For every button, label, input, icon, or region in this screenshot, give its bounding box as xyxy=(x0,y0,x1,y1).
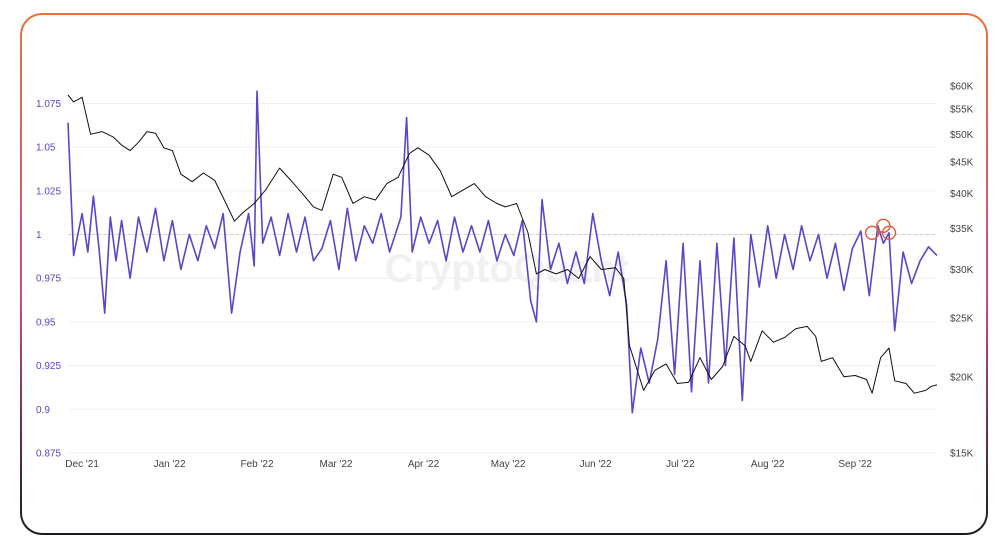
right-axis-tick: $40K xyxy=(950,189,974,200)
x-axis-tick: Jun '22 xyxy=(580,459,612,470)
chart-card xyxy=(20,13,988,535)
x-axis-tick: Sep '22 xyxy=(838,459,872,470)
right-axis-tick: $25K xyxy=(950,313,974,324)
left-axis-tick: 1.025 xyxy=(36,186,61,197)
right-axis-tick: $60K xyxy=(950,82,974,93)
x-axis-tick: May '22 xyxy=(491,459,526,470)
right-axis-tick: $15K xyxy=(950,449,974,460)
right-axis-tick: $35K xyxy=(950,224,974,235)
right-axis-tick: $20K xyxy=(950,372,974,383)
watermark: CryptoQuant xyxy=(385,247,629,291)
right-axis-tick: $45K xyxy=(950,158,974,169)
left-axis-tick: 1 xyxy=(36,230,42,241)
left-axis-tick: 0.925 xyxy=(36,361,61,372)
price-series-line xyxy=(67,94,938,394)
ratio-series-line xyxy=(67,90,938,414)
x-axis-tick: Mar '22 xyxy=(320,459,353,470)
x-axis-tick: Aug '22 xyxy=(751,459,785,470)
left-axis-tick: 0.9 xyxy=(36,405,50,416)
right-axis-tick: $55K xyxy=(950,105,974,116)
annotation-circle xyxy=(864,225,880,241)
left-axis-tick: 0.95 xyxy=(36,317,56,328)
left-axis-tick: 1.075 xyxy=(36,99,61,110)
right-axis-tick: $50K xyxy=(950,130,974,141)
x-axis-tick: Jul '22 xyxy=(666,459,695,470)
x-axis-tick: Jan '22 xyxy=(154,459,186,470)
x-axis-tick: Apr '22 xyxy=(408,459,440,470)
x-axis-tick: Feb '22 xyxy=(241,459,274,470)
left-axis-tick: 0.975 xyxy=(36,274,61,285)
left-axis-tick: 1.05 xyxy=(36,143,56,154)
annotation-circle xyxy=(881,225,897,241)
x-axis-tick: Dec '21 xyxy=(65,459,99,470)
right-axis-tick: $30K xyxy=(950,265,974,276)
left-axis-tick: 0.875 xyxy=(36,449,61,460)
